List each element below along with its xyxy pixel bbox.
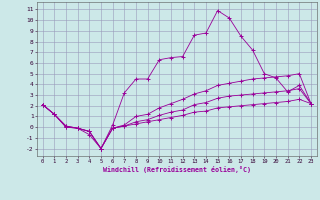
X-axis label: Windchill (Refroidissement éolien,°C): Windchill (Refroidissement éolien,°C)	[103, 166, 251, 173]
